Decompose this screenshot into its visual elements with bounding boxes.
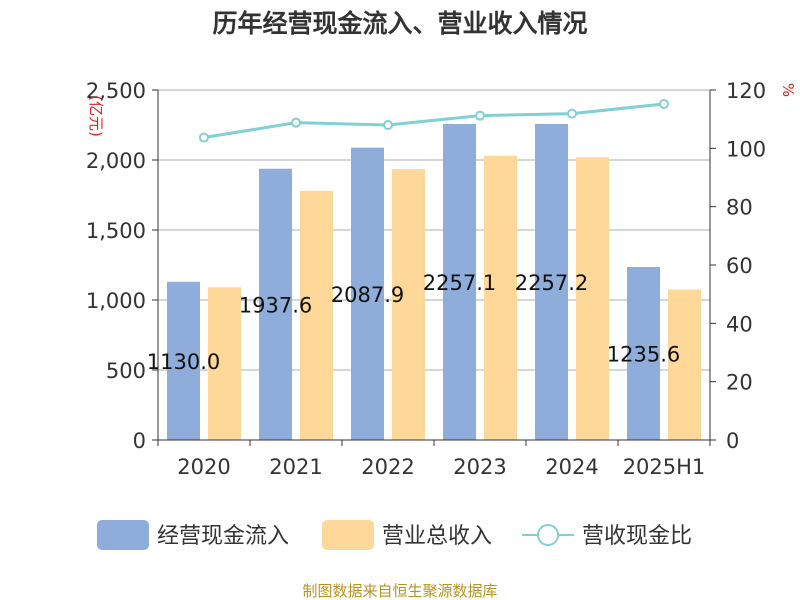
y-left-tick-label: 1,000	[86, 289, 146, 313]
y-right-tick-label: 80	[726, 196, 753, 220]
legend-label-cash-ratio: 营收现金比	[582, 524, 692, 549]
line-point	[291, 117, 301, 128]
source-note: 制图数据来自恒生聚源数据库	[302, 582, 497, 600]
y-left-tick-label: 1,500	[86, 219, 146, 243]
bar-cash-inflow	[351, 147, 384, 440]
data-label: 2087.9	[331, 283, 404, 307]
y-left-tick-label: 2,000	[86, 149, 146, 173]
legend-marker-cash-ratio	[537, 524, 559, 546]
x-tick-label: 2023	[453, 455, 506, 479]
x-tick-label: 2021	[269, 455, 322, 479]
legend-label-total-revenue: 营业总收入	[382, 524, 492, 549]
axes: 0 500 1,000 1,500 2,000 2,500 0 20 40 60 80 100 120 2…	[86, 79, 766, 479]
y-right-tick-label: 100	[726, 137, 766, 161]
data-label: 1235.6	[607, 343, 680, 367]
y-right-unit: %	[779, 83, 797, 97]
bar-total-revenue	[576, 157, 609, 440]
y-left-tick-label: 0	[133, 429, 146, 453]
data-label: 2257.2	[515, 271, 588, 295]
data-label: 1937.6	[239, 293, 312, 317]
y-right-tick-label: 20	[726, 371, 753, 395]
legend-swatch-cash-inflow	[97, 520, 149, 550]
bar-total-revenue	[300, 190, 333, 440]
bar-total-revenue	[208, 287, 241, 440]
data-label: 1130.0	[147, 350, 220, 374]
data-labels: 1130.0 1937.6 2087.9 2257.1 2257.2 1235.6	[147, 271, 680, 374]
bar-total-revenue	[392, 169, 425, 440]
legend-swatch-total-revenue	[322, 520, 374, 550]
bar-cash-inflow	[259, 168, 292, 440]
data-label: 2257.1	[423, 271, 496, 295]
line-point	[383, 120, 393, 130]
line-cash-ratio	[203, 102, 665, 140]
x-tick-label: 2025H1	[623, 455, 706, 479]
y-left-unit: (亿元)	[87, 95, 105, 137]
line-point	[659, 99, 669, 109]
y-right-tick-label: 40	[726, 312, 753, 336]
line-point	[567, 108, 577, 119]
line-point	[199, 132, 209, 143]
line-point	[475, 110, 485, 121]
bar-total-revenue	[668, 289, 701, 440]
bar-total-revenue	[484, 155, 517, 441]
x-tick-label: 2024	[545, 455, 598, 479]
y-left-tick-label: 2,500	[86, 79, 146, 103]
bar-cash-inflow	[167, 281, 200, 440]
y-right-tick-label: 0	[726, 429, 739, 453]
y-right-tick-label: 60	[726, 254, 753, 278]
bar-series	[167, 123, 701, 441]
bar-cash-inflow	[535, 123, 568, 440]
line-series	[199, 99, 669, 143]
legend: 经营现金流入 营业总收入 营收现金比	[97, 520, 692, 550]
x-tick-label: 2020	[177, 455, 230, 479]
gridlines	[158, 89, 710, 371]
y-right-tick-label: 120	[726, 79, 766, 103]
bar-cash-inflow	[627, 267, 660, 440]
y-left-tick-label: 500	[106, 359, 146, 383]
legend-label-cash-inflow: 经营现金流入	[157, 524, 289, 549]
bar-cash-inflow	[443, 124, 476, 441]
chart-title: 历年经营现金流入、营业收入情况	[212, 9, 587, 38]
x-tick-label: 2022	[361, 455, 414, 479]
